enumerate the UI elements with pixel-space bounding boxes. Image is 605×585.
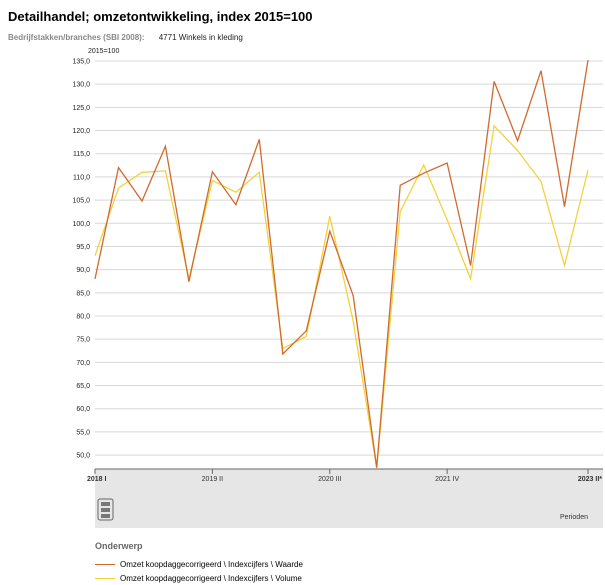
y-tick-label: 115,0 (73, 151, 90, 158)
y-tick-label: 55,0 (76, 429, 90, 436)
y-tick-label: 75,0 (76, 337, 90, 344)
y-tick-label: 90,0 (76, 267, 90, 274)
y-tick-label: 110,0 (73, 174, 90, 181)
x-axis-labels: 2018 I 2019 II 2020 III 2021 IV 2023 II* (87, 469, 602, 483)
x-tick-label: 2019 II (202, 476, 223, 483)
y-tick-label: 80,0 (76, 314, 90, 321)
series-layer (94, 59, 589, 469)
y-tick-label: 120,0 (72, 128, 90, 135)
legend-item-volume[interactable]: Omzet koopdaggecorrigeerd \ Indexcijfers… (95, 571, 303, 585)
y-tick-label: 65,0 (76, 383, 90, 390)
legend-item-waarde[interactable]: Omzet koopdaggecorrigeerd \ Indexcijfers… (95, 557, 303, 571)
filter-row: Bedrijfstakken/branches (SBI 2008): 4771… (8, 33, 243, 42)
line-chart: 135,0 130,0 125,0 120,0 115,0 110,0 105,0 100,0… (72, 48, 603, 528)
legend-title: Onderwerp (95, 541, 143, 551)
series-line-volume[interactable] (94, 124, 589, 469)
y-axis-ticks: 135,0 130,0 125,0 120,0 115,0 110,0 105,0 100,0… (72, 59, 90, 460)
y-tick-label: 95,0 (76, 244, 90, 251)
filter-value[interactable]: 4771 Winkels in kleding (158, 33, 243, 42)
grid-layer (95, 60, 603, 456)
legend-label-waarde: Omzet koopdaggecorrigeerd \ Indexcijfers… (120, 559, 303, 569)
y-axis-label: 2015=100 (88, 48, 119, 55)
period-axis-bar (95, 469, 603, 528)
y-tick-label: 60,0 (76, 406, 90, 413)
y-tick-label: 50,0 (76, 453, 90, 460)
legend-swatch-waarde (95, 563, 115, 565)
x-tick-label: 2018 I (87, 476, 107, 483)
y-tick-label: 85,0 (76, 290, 90, 297)
series-line-waarde[interactable] (94, 59, 589, 468)
legend-label-volume: Omzet koopdaggecorrigeerd \ Indexcijfers… (120, 573, 302, 583)
y-tick-label: 125,0 (72, 105, 90, 112)
x-tick-label: 2023 II* (578, 476, 602, 483)
legend-swatch-volume (95, 577, 115, 579)
page-title: Detailhandel; omzetontwikkeling, index 2… (8, 9, 313, 24)
y-tick-label: 130,0 (72, 82, 90, 89)
stats-logo-icon (97, 498, 114, 521)
x-axis-title: Perioden (560, 514, 588, 521)
y-tick-label: 105,0 (72, 198, 90, 205)
filter-label: Bedrijfstakken/branches (SBI 2008): (8, 33, 145, 42)
x-tick-label: 2020 III (318, 476, 341, 483)
y-tick-label: 100,0 (72, 221, 90, 228)
legend: Onderwerp Omzet koopdaggecorrigeerd \ In… (95, 541, 303, 585)
y-tick-label: 70,0 (76, 360, 90, 367)
x-tick-label: 2021 IV (435, 476, 459, 483)
y-tick-label: 135,0 (72, 59, 90, 66)
